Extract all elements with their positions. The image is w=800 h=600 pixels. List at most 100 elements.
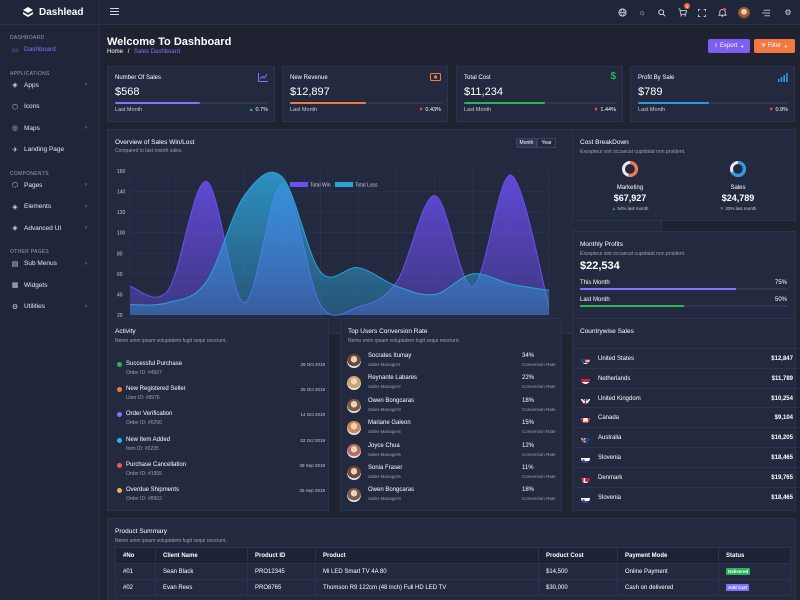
filter-button[interactable]: ⧩ Filter ▼ — [754, 39, 795, 53]
country-row[interactable]: Denmark $19,765 — [573, 466, 799, 487]
sidebar-item-utilities[interactable]: ⚙ Utilities › — [0, 296, 99, 318]
country-name: Australia — [598, 435, 622, 442]
sun-icon[interactable]: ☼ — [638, 8, 646, 17]
country-name: United Kingdom — [598, 395, 641, 402]
avatar-button[interactable] — [732, 0, 756, 25]
user-role: Sales Manager3 — [368, 496, 401, 502]
country-row[interactable]: Australia $16,205 — [573, 427, 799, 447]
status-badge: Add Cart — [726, 583, 749, 591]
sidebar-item-widgets[interactable]: ▦ Widgets — [0, 275, 99, 297]
brand-logo[interactable]: Dashlead — [0, 0, 99, 25]
search-icon[interactable] — [652, 0, 672, 25]
activity-card: Activity Nemo enim ipsam voluptatem fugi… — [107, 318, 329, 511]
filter-icon: ⧩ — [761, 43, 766, 49]
activity-item-title: New Registered Seller — [126, 386, 186, 393]
user-pct: 15% — [522, 420, 535, 427]
sidebar-item-maps[interactable]: ◎ Maps › — [0, 118, 99, 140]
sidebar-section-components: COMPONENTS — [10, 170, 49, 177]
chevron-right-icon: › — [85, 225, 87, 232]
hamburger-menu-icon[interactable] — [110, 7, 119, 16]
column-header[interactable]: Product ID — [247, 547, 316, 564]
sidebar-item-sub-menus[interactable]: ▤ Sub Menus › — [0, 253, 99, 275]
sidebar-item-label: Maps — [24, 124, 40, 132]
cell-payment-mode: Cash on delivered — [617, 579, 719, 596]
logo-icon — [23, 7, 33, 17]
export-button[interactable]: ⇪ Export ▼ — [708, 39, 750, 53]
flag-icon-dk — [581, 474, 590, 483]
country-name: Netherlands — [598, 375, 631, 382]
profit-row-pct: 75% — [774, 280, 787, 286]
toggle-month[interactable]: Month — [516, 138, 537, 148]
breadcrumb-home[interactable]: Home — [107, 49, 124, 55]
country-row[interactable]: Slovenia $18,465 — [573, 486, 799, 507]
user-pct: 18% — [522, 487, 535, 494]
cart-icon[interactable]: 3 — [672, 0, 692, 25]
cell-product: Mi LED Smart TV 4A 80 — [315, 563, 539, 580]
country-row[interactable]: Canada $9,104 — [573, 407, 799, 427]
cost-item-change-value: 54% last month — [617, 206, 649, 211]
country-value: $19,765 — [771, 474, 793, 481]
table-row[interactable]: #02 Evan Rees PRO8765 Thomson R9 122cm (… — [115, 579, 791, 596]
country-value: $9,104 — [774, 415, 793, 422]
column-header[interactable]: Product — [315, 547, 539, 564]
stat-card-cost: Total Cost $11,234 $ Last Month ▼ 1.44% — [456, 66, 623, 122]
stat-label: Number Of Sales — [115, 75, 162, 81]
column-header[interactable]: Product Cost — [538, 547, 618, 564]
profit-row-label: This Month — [580, 280, 610, 286]
stat-label: New Revenue — [290, 75, 328, 81]
series-area-win — [130, 175, 549, 316]
overview-title: Overview of Sales Win/Lost — [115, 139, 195, 146]
sidebar-item-pages[interactable]: ⬡ Pages › — [0, 175, 99, 197]
stat-subtext: Last Month — [464, 107, 492, 113]
gear-icon: ⚙ — [11, 303, 19, 311]
chart-line-icon — [258, 73, 268, 82]
column-header[interactable]: Payment Mode — [617, 547, 719, 564]
fullscreen-icon[interactable] — [692, 0, 712, 25]
activity-item: Successful Purchase Order ID: #4567 29 Oct… — [115, 359, 325, 384]
country-row[interactable]: United Kingdom $10,254 — [573, 387, 799, 408]
sidebar-item-advanced-ui[interactable]: ◈ Advanced UI › — [0, 218, 99, 240]
layers-icon: ◈ — [12, 203, 18, 211]
globe-icon[interactable] — [612, 0, 632, 25]
sidebar-item-apps[interactable]: ◈ Apps › — [0, 75, 99, 97]
sidebar-item-label: Advanced UI — [24, 224, 62, 232]
bell-icon[interactable] — [712, 0, 732, 25]
y-tick-label: 100 — [117, 231, 126, 237]
sidebar-item-icons[interactable]: ⬡ Icons — [0, 96, 99, 118]
flag-icon-nl — [581, 375, 590, 384]
dollar-icon: $ — [610, 71, 616, 82]
profit-bar-track — [580, 288, 788, 290]
user-row: Owen Bongcaras Sales Manager3 18% Conversio… — [347, 395, 557, 417]
donut-sales — [730, 161, 746, 177]
notification-dot — [723, 8, 726, 11]
settings-icon[interactable]: ⚙ — [784, 8, 792, 17]
sidebar-item-label: Sub Menus — [24, 260, 57, 268]
stat-subtext: Last Month — [115, 107, 143, 113]
arrow-down-icon: ▼ — [719, 206, 725, 211]
column-header[interactable]: Status — [718, 547, 791, 564]
country-value: $12,847 — [771, 356, 793, 362]
country-name: Slovenia — [598, 494, 622, 501]
user-avatar — [347, 421, 361, 436]
user-role: Sales Manager3 — [368, 406, 401, 412]
table-row[interactable]: #01 Sean Black PRO12345 Mi LED Smart TV … — [115, 563, 791, 580]
country-row[interactable]: Netherlands $11,789 — [573, 367, 799, 388]
activity-item: Purchase Cancellation Order ID: #1905 28 S… — [115, 460, 325, 485]
user-row: Mariane Galeon Sales Manager4 15% Conversio… — [347, 417, 557, 439]
activity-item-sub: Order ID: #4567 — [126, 370, 162, 376]
sidebar-item-dashboard[interactable]: ▭ Dashboard — [0, 39, 99, 61]
toggle-year[interactable]: Year — [537, 138, 556, 148]
column-header[interactable]: Client Name — [155, 547, 248, 564]
sidebar-item-elements[interactable]: ◈ Elements › — [0, 196, 99, 218]
y-tick-label: 20 — [117, 313, 123, 319]
user-role: Sales Manager2 — [368, 384, 401, 390]
sidebar-item-landing-page[interactable]: ✈ Landing Page — [0, 139, 99, 161]
chevron-right-icon: › — [85, 260, 87, 267]
list-icon[interactable] — [756, 0, 776, 25]
country-row[interactable]: United States $12,847 — [573, 348, 799, 368]
column-header[interactable]: #No — [115, 547, 156, 564]
sidebar-item-label: Utilities — [24, 303, 45, 311]
legend-swatch — [290, 182, 308, 187]
country-row[interactable]: Slovenia $18,465 — [573, 447, 799, 467]
country-value: $11,789 — [771, 375, 793, 382]
